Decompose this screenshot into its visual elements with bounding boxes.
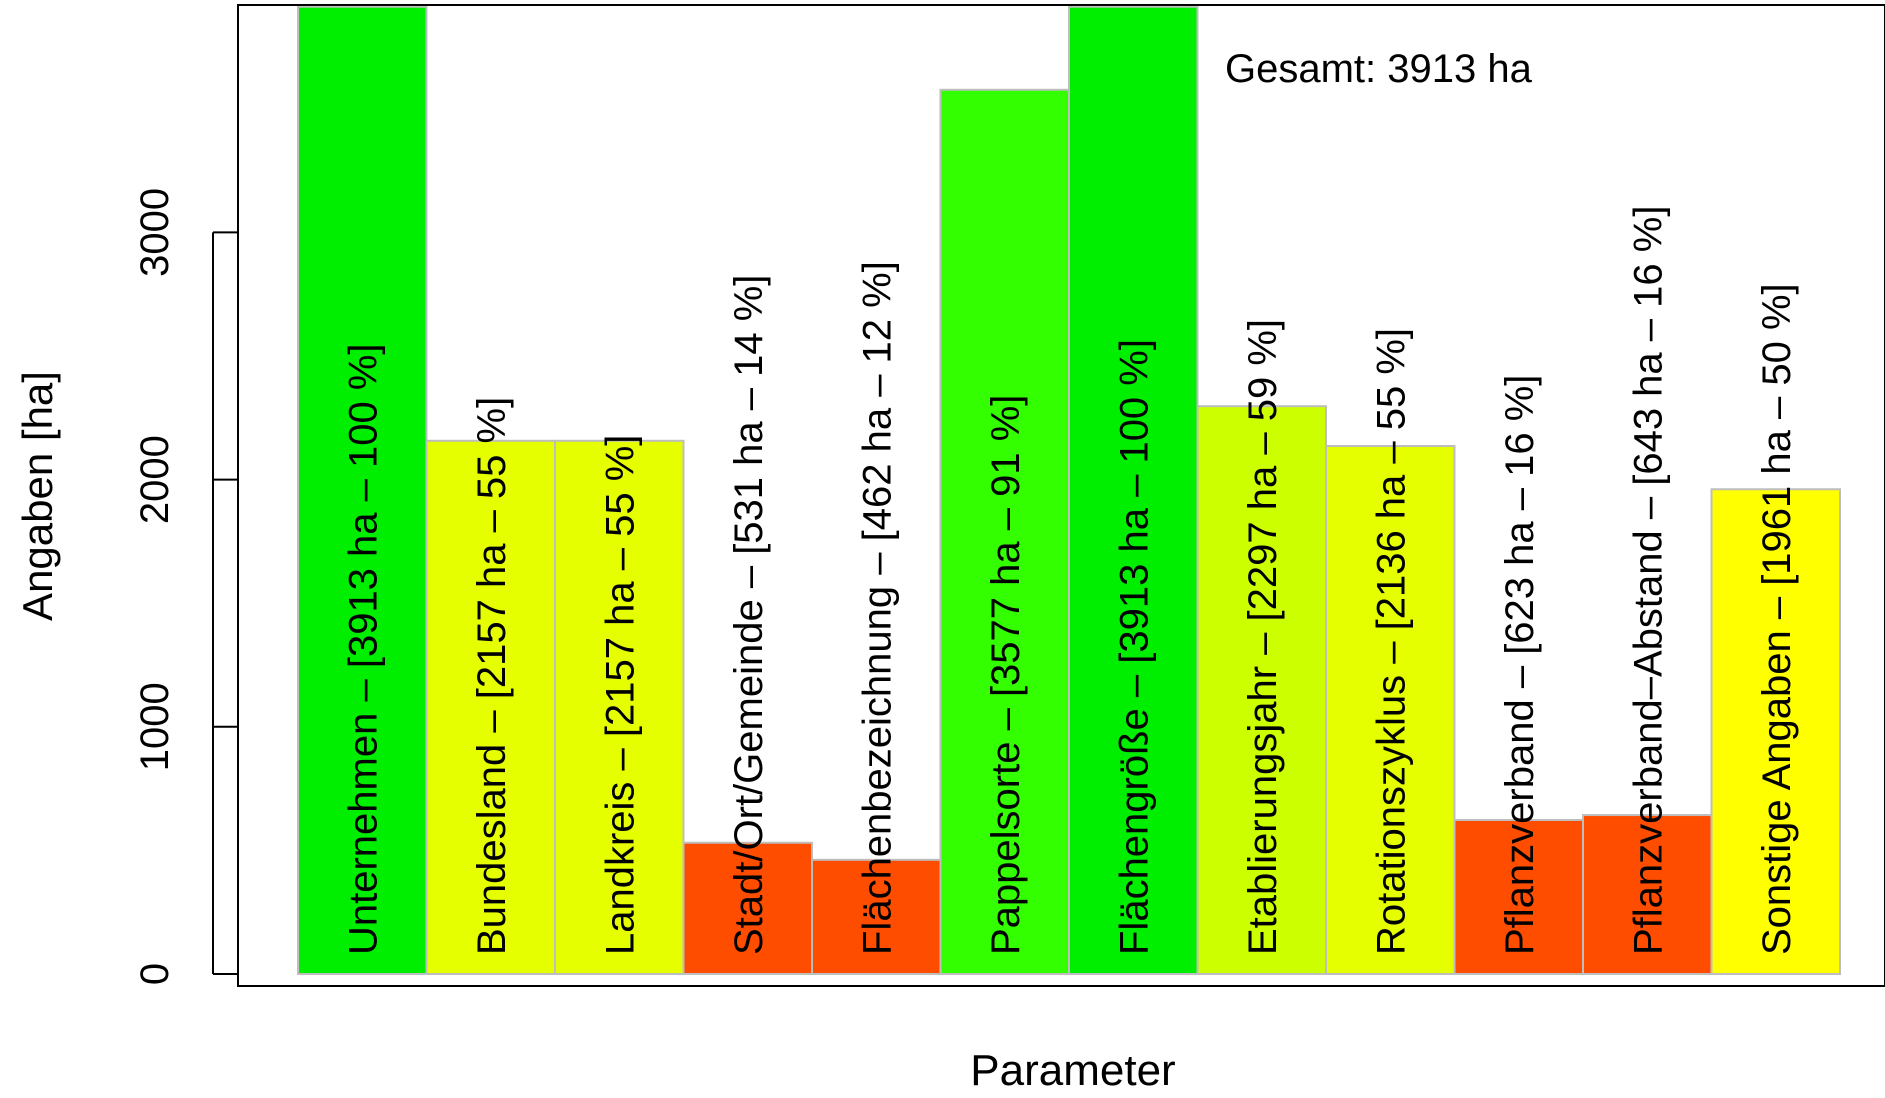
bar	[1325, 444, 1456, 976]
bar-label: Pappelsorte – [3577 ha – 91 %]	[984, 395, 1028, 955]
bar-label: Stadt/Ort/Gemeinde – [531 ha – 14 %]	[727, 275, 771, 955]
bar	[297, 5, 428, 975]
bar	[1068, 5, 1199, 975]
bar-label: Unternehmen – [3913 ha – 100 %]	[341, 343, 385, 955]
bar	[425, 439, 556, 975]
plot-frame	[237, 4, 1885, 987]
bar	[811, 858, 942, 975]
y-tick-label: 0	[133, 963, 177, 985]
y-axis: 0 1000 2000 3000	[133, 188, 238, 985]
bar-labels-layer: Unternehmen – [3913 ha – 100 %] Bundeslan…	[341, 206, 1799, 955]
bar-label: Flächenbezeichnung – [462 ha – 12 %]	[855, 261, 899, 955]
bar	[1710, 488, 1841, 975]
y-tick-label: 3000	[133, 188, 177, 277]
bar-label: Flächengröße – [3913 ha – 100 %]	[1112, 339, 1156, 955]
bar	[682, 841, 813, 976]
bar-label: Pflanzverband–Abstand – [643 ha – 16 %]	[1626, 206, 1670, 955]
bar	[939, 88, 1070, 975]
bar	[554, 439, 685, 975]
bar-label: Pflanzverband – [623 ha – 16 %]	[1498, 375, 1542, 955]
bar-label: Bundesland – [2157 ha – 55 %]	[470, 397, 514, 955]
y-tick-label: 2000	[133, 435, 177, 524]
bar	[1196, 405, 1327, 976]
y-axis-label: Angaben [ha]	[14, 371, 61, 621]
y-tick-label: 1000	[133, 682, 177, 771]
bar-label: Sonstige Angaben – [1961 ha – 50 %]	[1755, 283, 1799, 955]
bar-label: Etablierungsjahr – [2297 ha – 59 %]	[1241, 319, 1285, 955]
bar	[1453, 818, 1584, 975]
bar-label: Landkreis – [2157 ha – 55 %]	[598, 435, 642, 955]
x-axis-label: Parameter	[970, 1046, 1175, 1093]
total-annotation: Gesamt: 3913 ha	[1225, 47, 1533, 91]
bar-label: Rotationszyklus – [2136 ha – 55 %]	[1369, 328, 1413, 955]
bars-layer	[297, 5, 1841, 976]
